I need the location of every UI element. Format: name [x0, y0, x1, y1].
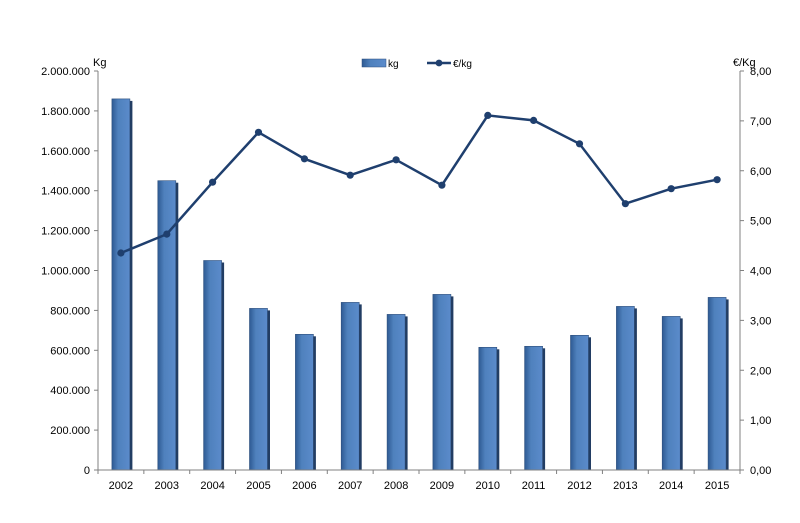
bar-2011 [524, 345, 543, 471]
price-point-2006 [300, 155, 308, 163]
bar-2013 [616, 306, 635, 471]
y-left-tick-label: 800.000 [50, 305, 90, 317]
y-left-tick-label: 200.000 [50, 425, 90, 437]
price-point-2003 [163, 230, 171, 238]
x-tick-label: 2005 [246, 480, 270, 492]
bar-shadow [496, 349, 500, 470]
bar-2002 [111, 98, 131, 471]
price-point-2015 [713, 176, 721, 184]
x-tick-label: 2007 [338, 480, 362, 492]
legend-bar-label: kg [388, 59, 399, 70]
bar-2012 [570, 334, 589, 471]
bar-2004 [203, 260, 222, 471]
price-point-2009 [438, 181, 446, 189]
bar-shadow [726, 299, 729, 470]
x-tick-label: 2014 [659, 480, 683, 492]
x-tick-label: 2012 [567, 480, 591, 492]
x-tick-label: 2003 [155, 480, 179, 492]
bars-layer [111, 98, 729, 471]
price-point-2013 [621, 200, 630, 208]
y-right-tick-label: 2,00 [750, 365, 771, 377]
x-tick-label: 2008 [384, 480, 408, 492]
price-line [120, 114, 718, 255]
y-right-tick-label: 0,00 [750, 465, 771, 477]
y-right-tick-label: 7,00 [750, 116, 771, 128]
y-right-tick-label: 4,00 [750, 266, 771, 278]
price-point-2005 [254, 128, 263, 136]
x-tick-label: 2002 [109, 480, 133, 492]
bar-shadow [221, 262, 225, 470]
y-left-tick-label: 1.000.000 [41, 266, 90, 278]
y-right-tick-label: 3,00 [750, 315, 771, 327]
price-point-2012 [575, 140, 584, 148]
price-point-2014 [667, 185, 675, 193]
y-left-tick-label: 2.000.000 [41, 66, 90, 78]
legend-line-label: €/kg [453, 59, 472, 70]
y-right-tick-label: 5,00 [750, 216, 771, 228]
bar-2010 [478, 346, 498, 471]
x-tick-label: 2010 [476, 480, 500, 492]
price-point-2002 [117, 249, 125, 257]
legend: kg €/kg [361, 58, 472, 70]
y-left-tick-label: 400.000 [50, 385, 90, 397]
bar-2008 [386, 314, 406, 471]
bar-shadow [175, 182, 179, 470]
bar-shadow [267, 310, 270, 470]
legend-line-marker [435, 59, 443, 67]
y-left-tick-label: 600.000 [50, 345, 90, 357]
bar-2014 [661, 316, 681, 471]
bar-shadow [542, 348, 546, 470]
bar-shadow [450, 296, 454, 470]
y-left-tick-label: 1.600.000 [41, 146, 90, 158]
bar-2003 [157, 180, 177, 471]
bar-shadow [129, 100, 133, 471]
x-tick-label: 2009 [430, 480, 454, 492]
bar-2006 [295, 333, 314, 471]
y-left-tick-label: 1.800.000 [41, 106, 90, 118]
line-layer [117, 111, 721, 257]
bar-shadow [405, 316, 408, 470]
price-point-2008 [392, 156, 400, 164]
y-axis-right-title: €/Kg [733, 57, 756, 69]
y-right-tick-label: 8,00 [750, 66, 771, 78]
bar-2005 [249, 308, 268, 471]
y-axis-left-title: Kg [93, 57, 106, 69]
y-right-tick-label: 6,00 [750, 166, 771, 178]
bar-shadow [313, 336, 316, 470]
x-tick-label: 2006 [292, 480, 316, 492]
price-point-2011 [530, 116, 538, 124]
x-tick-label: 2004 [200, 480, 224, 492]
bar-shadow [588, 337, 591, 470]
y-left-tick-label: 1.400.000 [41, 186, 90, 198]
bar-2007 [340, 302, 360, 471]
y-left-tick-label: 1.200.000 [41, 226, 90, 238]
x-tick-label: 2015 [705, 480, 729, 492]
y-left-tick-label: 0 [84, 465, 90, 477]
y-right-tick-label: 1,00 [750, 415, 771, 427]
price-point-2010 [484, 111, 492, 119]
price-point-2007 [346, 171, 354, 179]
x-tick-label: 2013 [613, 480, 637, 492]
price-point-2004 [209, 178, 217, 186]
bar-shadow [359, 304, 362, 470]
bar-shadow [680, 318, 683, 470]
bar-shadow [634, 308, 637, 470]
bar-2015 [707, 297, 727, 471]
legend-bar-swatch [361, 58, 387, 68]
bar-2009 [432, 294, 452, 471]
axes-layer: 0 200.000 400.000 600.000 800.000 1.000.000 1.… [41, 66, 771, 492]
x-tick-label: 2011 [522, 480, 546, 492]
